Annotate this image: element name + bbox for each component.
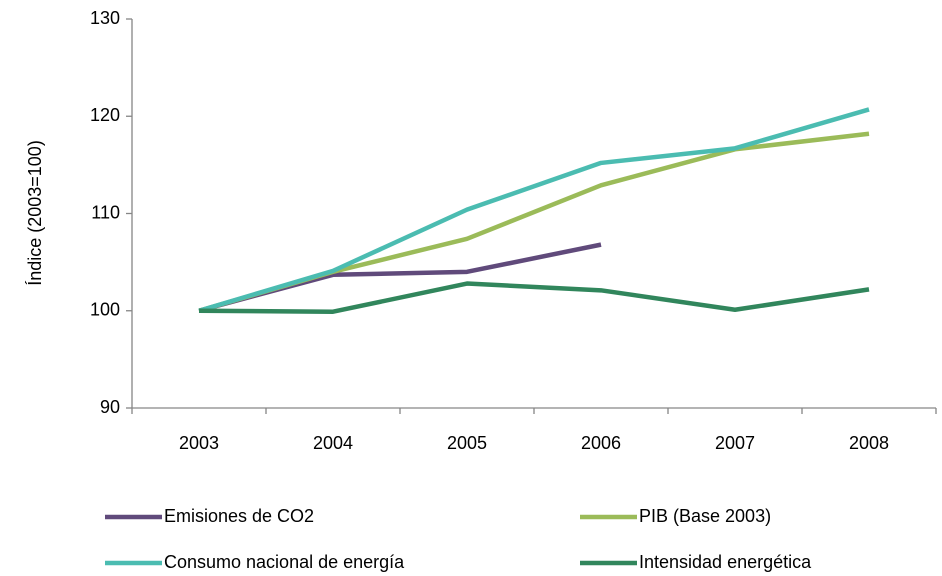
y-tick-label: 110	[91, 202, 120, 222]
x-tick-label: 2007	[715, 433, 755, 453]
x-tick-label: 2004	[313, 433, 353, 453]
x-tick-label: 2003	[179, 433, 219, 453]
y-tick-label: 130	[90, 8, 120, 28]
legend-label: Consumo nacional de energía	[164, 552, 405, 572]
series-line	[198, 281, 870, 314]
y-tick-label: 100	[90, 300, 120, 320]
legend-label: Intensidad energética	[639, 552, 812, 572]
legend-label: PIB (Base 2003)	[639, 506, 771, 526]
y-tick-label: 90	[100, 397, 120, 417]
x-tick-label: 2005	[447, 433, 487, 453]
y-axis-label: Índice (2003=100)	[25, 140, 45, 286]
y-tick-label: 120	[90, 105, 120, 125]
series-line	[198, 107, 870, 313]
legend-label: Emisiones de CO2	[164, 506, 314, 526]
x-tick-label: 2008	[849, 433, 889, 453]
x-tick-label: 2006	[581, 433, 621, 453]
